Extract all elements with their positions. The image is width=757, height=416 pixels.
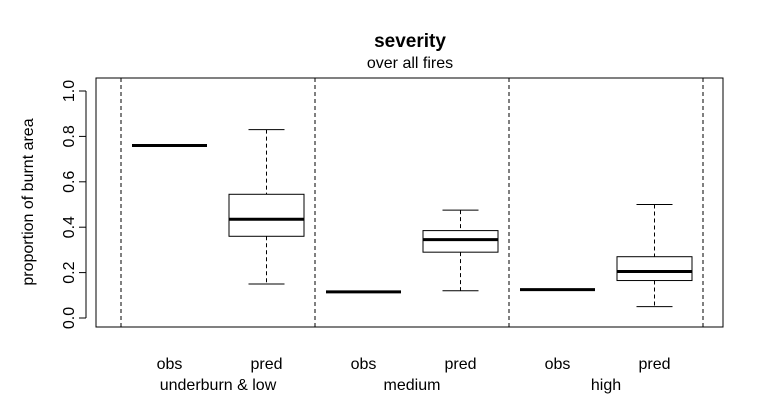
x-tick-label-pred: pred — [638, 356, 670, 373]
y-tick-label: 0.8 — [61, 125, 78, 147]
group-label: high — [591, 377, 621, 394]
x-tick-label-obs: obs — [351, 356, 377, 373]
y-tick-label: 0.2 — [61, 261, 78, 283]
interquartile-box — [616, 256, 693, 282]
y-tick-label: 0.0 — [61, 307, 78, 329]
chart-title: severity — [374, 31, 446, 52]
y-tick-label: 0.4 — [61, 216, 78, 238]
x-tick-label-obs: obs — [545, 356, 571, 373]
y-axis: 0.0 0.2 0.4 0.6 0.8 1.0 — [61, 80, 87, 329]
group-separators — [120, 78, 704, 327]
y-axis-label: proportion of burnt area — [20, 118, 37, 285]
box-pred-1 — [422, 209, 499, 292]
box-pred-2 — [616, 204, 693, 308]
box-pred-0 — [228, 129, 305, 285]
y-tick-label: 0.6 — [61, 171, 78, 193]
y-tick-label: 1.0 — [61, 80, 78, 102]
x-tick-label-pred: pred — [250, 356, 282, 373]
x-tick-label-pred: pred — [444, 356, 476, 373]
group-label: underburn & low — [160, 377, 277, 394]
interquartile-box — [422, 230, 499, 253]
plot-frame — [95, 77, 724, 328]
x-tick-label-obs: obs — [157, 356, 183, 373]
box-series — [132, 129, 693, 308]
chart-subtitle: over all fires — [367, 55, 453, 72]
group-label: medium — [384, 377, 441, 394]
interquartile-box — [228, 193, 305, 237]
